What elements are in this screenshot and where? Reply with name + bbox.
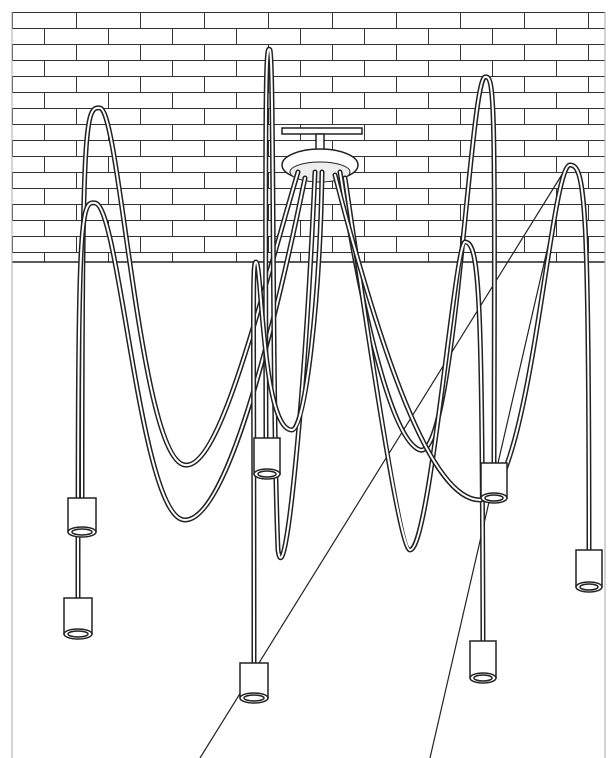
cord [251,169,325,668]
cord [337,74,497,468]
cords [75,46,592,668]
shade [239,662,269,704]
shade [480,462,508,504]
shade [575,549,603,593]
cord [79,105,301,503]
cord [332,162,592,555]
shades [63,437,603,704]
shade [469,640,497,684]
shade [67,497,97,538]
shade [63,597,93,640]
shade [253,437,281,480]
cord [342,175,486,646]
shadow-line [199,167,567,758]
brick-wall [12,12,605,262]
cord [263,46,318,561]
